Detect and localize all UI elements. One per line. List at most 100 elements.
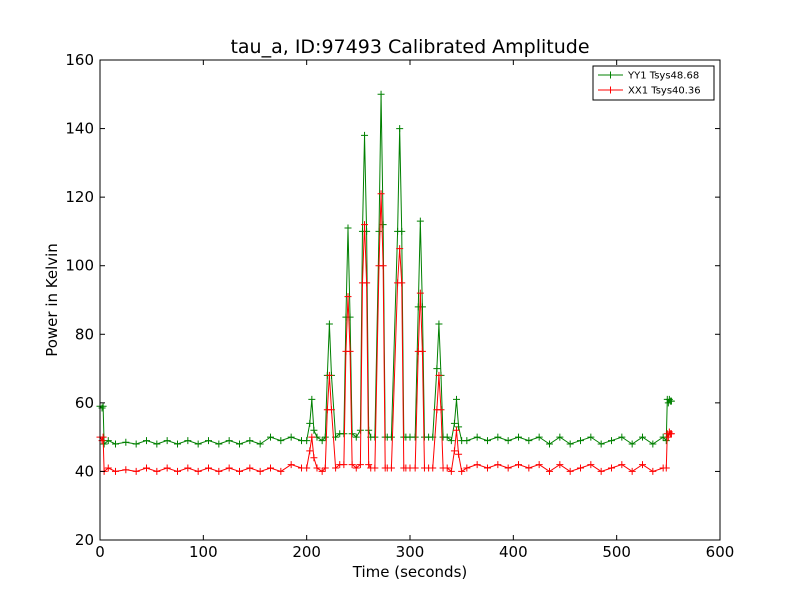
data-point xyxy=(246,437,254,445)
data-point xyxy=(379,221,387,229)
data-point xyxy=(494,461,502,469)
data-point xyxy=(361,131,369,139)
data-point xyxy=(566,467,574,475)
data-point xyxy=(310,426,318,434)
data-point xyxy=(344,224,352,232)
y-tick-label: 40 xyxy=(75,462,94,480)
data-point xyxy=(515,433,522,441)
legend-label-yy1: YY1 Tsys48.68 xyxy=(627,71,699,82)
data-point xyxy=(194,440,202,448)
data-point xyxy=(649,440,657,448)
data-point xyxy=(639,433,646,441)
data-point xyxy=(618,461,626,469)
data-point xyxy=(325,371,333,379)
data-point xyxy=(348,430,356,438)
data-point xyxy=(313,464,321,472)
data-point xyxy=(277,437,285,445)
data-point xyxy=(628,467,636,475)
y-tick-label: 120 xyxy=(65,188,94,206)
y-axis-title: Power in Kelvin xyxy=(43,243,61,357)
data-point xyxy=(447,437,455,445)
data-point xyxy=(608,437,615,445)
data-point xyxy=(225,464,233,472)
data-point xyxy=(346,313,354,321)
data-point xyxy=(122,466,130,474)
data-point xyxy=(310,454,318,462)
x-tick-label: 400 xyxy=(499,543,528,561)
data-point xyxy=(628,440,636,448)
data-point xyxy=(246,464,254,472)
series-layer xyxy=(96,90,675,475)
data-point xyxy=(236,467,243,475)
data-point xyxy=(411,464,419,472)
data-point xyxy=(597,467,605,475)
data-point xyxy=(484,437,491,445)
data-point xyxy=(377,190,385,198)
y-tick-label: 80 xyxy=(75,325,94,343)
x-tick-label: 100 xyxy=(189,543,218,561)
data-point xyxy=(308,433,316,441)
data-point xyxy=(504,464,512,472)
data-point xyxy=(132,467,140,475)
data-point xyxy=(327,406,335,414)
data-point xyxy=(303,464,311,472)
data-point xyxy=(308,395,316,403)
data-point xyxy=(546,440,553,448)
data-point xyxy=(163,464,171,472)
plot-area xyxy=(100,60,720,540)
data-point xyxy=(387,464,395,472)
data-point xyxy=(153,440,161,448)
data-point xyxy=(577,464,584,472)
data-point xyxy=(429,464,437,472)
data-point xyxy=(450,419,458,427)
data-point xyxy=(435,320,443,328)
data-point xyxy=(99,402,107,410)
data-point xyxy=(398,279,406,287)
data-point xyxy=(546,467,553,475)
data-point xyxy=(556,461,564,469)
data-point xyxy=(443,433,451,441)
data-point xyxy=(256,440,264,448)
data-point xyxy=(377,90,385,98)
data-point xyxy=(215,440,223,448)
data-point xyxy=(608,464,615,472)
data-point xyxy=(525,464,533,472)
data-point xyxy=(437,406,445,414)
data-point xyxy=(340,461,348,469)
x-tick-label: 300 xyxy=(396,543,425,561)
data-point xyxy=(535,461,543,469)
data-point xyxy=(587,461,595,469)
data-point xyxy=(143,464,150,472)
data-point xyxy=(597,440,605,448)
data-point xyxy=(277,467,285,475)
data-point xyxy=(215,467,223,475)
data-point xyxy=(306,419,314,427)
data-point xyxy=(340,430,348,438)
data-point xyxy=(494,433,502,441)
data-point xyxy=(112,467,119,475)
data-point xyxy=(453,395,460,403)
data-point xyxy=(318,437,326,445)
tick-layer: 0 100 200 300 400 500 600 20 40 60 80 100 120 140 160 xyxy=(65,51,734,561)
data-point xyxy=(363,279,371,287)
data-point xyxy=(525,437,533,445)
data-point xyxy=(463,437,471,445)
data-point xyxy=(256,467,264,475)
data-point xyxy=(303,437,311,445)
data-point xyxy=(649,467,657,475)
data-point xyxy=(104,437,112,445)
data-point xyxy=(225,437,233,445)
data-point xyxy=(396,125,404,133)
data-point xyxy=(287,461,295,469)
data-point xyxy=(352,433,360,441)
data-point xyxy=(174,440,181,448)
data-point xyxy=(396,245,404,253)
data-point xyxy=(535,433,543,441)
data-point xyxy=(416,217,424,225)
data-point xyxy=(153,467,161,475)
y-tick-label: 140 xyxy=(65,120,94,138)
data-point xyxy=(344,293,352,301)
data-point xyxy=(587,433,595,441)
data-point xyxy=(566,440,574,448)
